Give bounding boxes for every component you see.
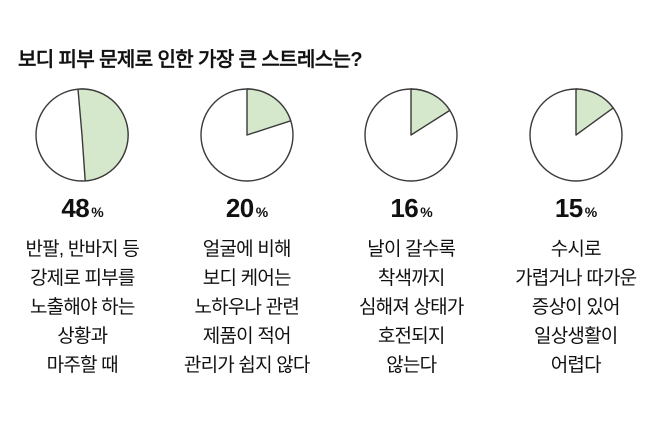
pie-chart-2 (200, 88, 294, 182)
percent-value: 48 (61, 193, 90, 223)
desc-line: 증상이 있어 (531, 297, 621, 318)
pie-column-4: 15% 수시로 가렵거나 따가운 증상이 있어 일상생활이 어렵다 (494, 86, 658, 380)
pie-column-3: 16% 날이 갈수록 착색까지 심해져 상태가 호전되지 않는다 (329, 86, 494, 380)
pie-column-2: 20% 얼굴에 비해 보디 케어는 노하우나 관련 제품이 적어 관리가 쉽지 … (165, 86, 330, 380)
percent-value: 16 (390, 193, 419, 223)
percent-label-2: 20% (226, 193, 268, 227)
page-title: 보디 피부 문제로 인한 가장 큰 스트레스는? (18, 49, 363, 71)
desc-line: 마주할 때 (46, 355, 119, 376)
desc-line: 노하우나 관련 (194, 297, 300, 318)
pie-chart-3 (364, 88, 458, 182)
desc-line: 보디 케어는 (202, 268, 292, 289)
percent-label-4: 15% (555, 193, 597, 227)
desc-line: 얼굴에 비해 (202, 239, 292, 260)
percent-label-1: 48% (61, 193, 103, 227)
percent-sign: % (420, 204, 433, 220)
desc-line: 강제로 피부를 (29, 268, 135, 289)
desc-line: 제품이 적어 (202, 326, 292, 347)
desc-line: 착색까지 (377, 268, 446, 289)
desc-line: 호전되지 (377, 326, 446, 347)
desc-line: 심해져 상태가 (358, 297, 464, 318)
pie-chart-row: 48% 반팔, 반바지 등 강제로 피부를 노출해야 하는 상황과 마주할 때 … (0, 86, 658, 380)
desc-line: 날이 갈수록 (367, 239, 456, 260)
desc-line: 가렵거나 따가운 (515, 268, 637, 289)
pie-description-1: 반팔, 반바지 등 강제로 피부를 노출해야 하는 상황과 마주할 때 (25, 235, 139, 380)
percent-sign: % (91, 204, 104, 220)
pie-chart-1 (35, 88, 130, 182)
pie-column-1: 48% 반팔, 반바지 등 강제로 피부를 노출해야 하는 상황과 마주할 때 (0, 86, 165, 380)
desc-line: 않는다 (386, 355, 437, 376)
percent-value: 20 (225, 193, 254, 223)
percent-label-3: 16% (390, 193, 432, 227)
percent-sign: % (255, 204, 268, 220)
desc-line: 노출해야 하는 (29, 297, 135, 318)
percent-value: 15 (554, 193, 583, 223)
desc-line: 수시로 (550, 239, 602, 260)
desc-line: 일상생활이 (534, 326, 618, 347)
desc-line: 관리가 쉽지 않다 (183, 355, 311, 376)
desc-line: 상황과 (57, 326, 108, 347)
desc-line: 반팔, 반바지 등 (25, 239, 140, 260)
desc-line: 어렵다 (550, 355, 602, 376)
pie-description-4: 수시로 가렵거나 따가운 증상이 있어 일상생활이 어렵다 (515, 235, 637, 380)
pie-description-3: 날이 갈수록 착색까지 심해져 상태가 호전되지 않는다 (359, 235, 464, 380)
percent-sign: % (584, 204, 597, 220)
pie-description-2: 얼굴에 비해 보디 케어는 노하우나 관련 제품이 적어 관리가 쉽지 않다 (183, 235, 311, 380)
pie-chart-4 (529, 88, 623, 182)
